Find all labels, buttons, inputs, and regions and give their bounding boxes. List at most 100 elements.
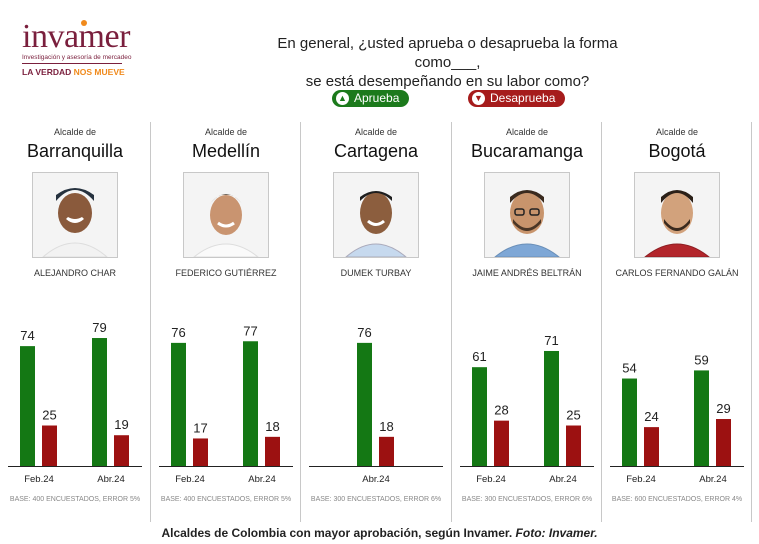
disapprove-value-label: 19 [114,417,128,432]
approve-bar [472,367,487,466]
disapprove-value-label: 17 [193,420,207,435]
approve-bar [622,378,637,466]
approve-bar [694,370,709,466]
legend-disapprove-label: Desaprueba [490,91,556,105]
mayor-name: ALEJANDRO CHAR [33,268,116,278]
mayor-name: CARLOS FERNANDO GALÁN [615,268,739,278]
approve-bar [20,346,35,466]
logo-dot-icon [81,20,87,26]
sample-base-note: BASE: 300 ENCUESTADOS, ERROR 6% [310,496,442,503]
disapprove-bar [566,425,581,466]
x-tick-label: Abr.24 [362,474,389,485]
city-name: Bogotá [648,141,706,161]
approve-value-label: 59 [694,352,708,367]
disapprove-value-label: 24 [644,409,658,424]
approve-value-label: 79 [92,320,106,335]
disapprove-value-label: 18 [379,419,393,434]
disapprove-bar [716,419,731,466]
approve-bar [243,341,258,466]
mayor-name: DUMEK TURBAY [340,268,412,278]
approve-bar [357,342,372,466]
caption-text: Alcaldes de Colombia con mayor aprobació… [161,526,513,540]
survey-question: En general, ¿usted aprueba o desaprueba … [245,34,650,91]
mayor-photo [484,172,570,258]
approve-bar [171,342,186,466]
brand-tagline: LA VERDAD NOS MUEVE [22,67,142,77]
thumbs-down-icon: ▼ [472,92,485,105]
approve-value-label: 61 [472,349,486,364]
city-name: Bucaramanga [470,141,584,161]
panel-label: Alcalde de [655,127,699,137]
disapprove-value-label: 28 [494,403,508,418]
x-tick-label: Feb.24 [175,474,205,485]
mayor-panel-bucaramanga: Alcalde de Bucaramanga JAIME ANDRÉS BELT… [452,122,602,522]
brand-name: invamer [22,18,130,55]
approve-value-label: 76 [171,325,185,340]
question-line-2: se está desempeñando en su labor como? [305,73,590,90]
x-tick-label: Feb.24 [626,474,656,485]
panel-divider [300,122,301,522]
brand-divider [22,63,122,64]
mayor-panel-cartagena: Alcalde de Cartagena DUMEK TURBAY 76 18 Ab… [301,122,451,522]
photo-credit: Foto: Invamer. [515,526,598,540]
mayor-photo [32,172,118,258]
disapprove-value-label: 25 [42,408,56,423]
approve-value-label: 74 [20,328,34,343]
panel-divider [150,122,151,522]
legend-disapprove: ▼ Desaprueba [468,90,566,107]
panel-divider [451,122,452,522]
tagline-part-b: NOS MUEVE [73,67,125,77]
city-name: Barranquilla [26,141,124,161]
legend-approve-label: Aprueba [354,91,400,105]
bar-chart: 76 18 Abr.24 [309,325,443,485]
x-tick-label: Abr.24 [549,474,576,485]
bar-chart: 61 28 Feb.24 71 25 Abr.24 [460,333,594,485]
sample-base-note: BASE: 300 ENCUESTADOS, ERROR 6% [461,496,593,503]
x-tick-label: Feb.24 [24,474,54,485]
brand-subtitle: Investigación y asesoría de mercadeo [22,54,132,61]
city-name: Cartagena [333,141,419,161]
mayor-photo [634,172,720,258]
approve-value-label: 76 [357,325,371,340]
thumbs-up-icon: ▲ [336,92,349,105]
disapprove-bar [379,436,394,466]
approve-value-label: 71 [544,333,558,348]
bar-chart: 74 25 Feb.24 79 19 Abr.24 [8,320,142,485]
city-name: Medellín [191,141,261,161]
bar-chart: 76 17 Feb.24 77 18 Abr.24 [159,323,293,485]
mayor-panel-bogota: Alcalde de Bogotá CARLOS FERNANDO GALÁN … [602,122,752,522]
disapprove-bar [42,425,57,466]
mayor-panel-barranquilla: Alcalde de Barranquilla ALEJANDRO CHAR 7… [0,122,150,522]
mayor-name: JAIME ANDRÉS BELTRÁN [472,268,582,278]
panel-label: Alcalde de [505,127,549,137]
tagline-part-a: LA VERDAD [22,67,72,77]
approve-bar [544,350,559,466]
disapprove-bar [644,427,659,466]
mayor-photo [333,172,419,258]
x-tick-label: Feb.24 [476,474,506,485]
panel-label: Alcalde de [53,127,97,137]
disapprove-bar [494,420,509,466]
panel-divider [751,122,752,522]
bar-chart: 54 24 Feb.24 59 29 Abr.24 [610,352,744,485]
x-tick-label: Abr.24 [248,474,275,485]
disapprove-bar [193,438,208,466]
disapprove-value-label: 18 [265,419,279,434]
mayor-name: FEDERICO GUTIÉRREZ [175,268,277,278]
mayor-photo [183,172,269,258]
panel-label: Alcalde de [354,127,398,137]
legend-approve: ▲ Aprueba [332,90,410,107]
x-tick-label: Abr.24 [97,474,124,485]
panel-divider [601,122,602,522]
figure-caption: Alcaldes de Colombia con mayor aprobació… [0,526,759,540]
panel-label: Alcalde de [204,127,248,137]
approve-value-label: 77 [243,323,257,338]
disapprove-bar [265,436,280,466]
approve-bar [92,338,107,466]
sample-base-note: BASE: 600 ENCUESTADOS, ERROR 4% [611,496,743,503]
disapprove-bar [114,435,129,466]
approve-value-label: 54 [622,361,636,376]
disapprove-value-label: 29 [716,401,730,416]
sample-base-note: BASE: 400 ENCUESTADOS, ERROR 5% [160,496,292,503]
